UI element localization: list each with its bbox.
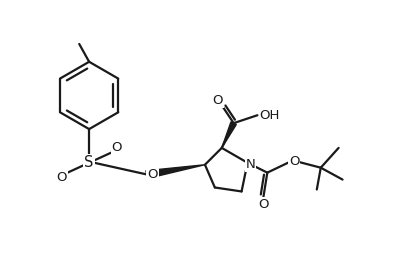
Text: O: O [212,94,223,107]
Polygon shape [222,122,236,148]
Text: OH: OH [259,109,280,122]
Text: S: S [84,155,94,170]
Text: O: O [56,171,67,184]
Polygon shape [146,165,205,179]
Text: O: O [258,198,269,211]
Text: N: N [246,158,255,171]
Text: O: O [112,141,122,154]
Text: O: O [289,155,299,168]
Text: O: O [147,168,158,181]
